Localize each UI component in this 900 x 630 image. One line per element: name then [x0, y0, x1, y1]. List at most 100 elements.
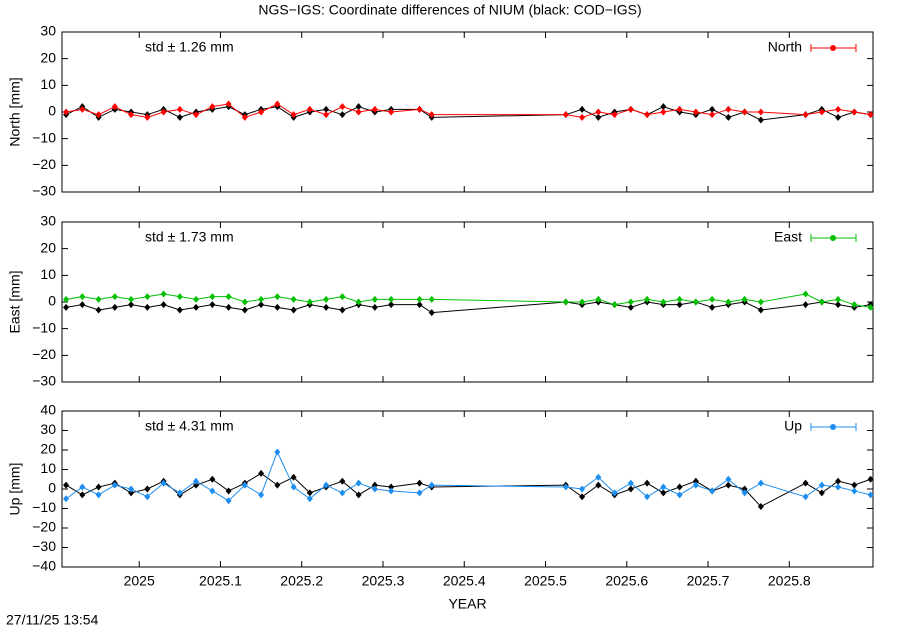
- y-tick-label: 40: [40, 402, 56, 418]
- data-point: [709, 295, 716, 303]
- data-point: [225, 497, 232, 505]
- data-point: [676, 295, 683, 303]
- data-point: [209, 301, 216, 309]
- data-point: [323, 105, 330, 113]
- data-point: [802, 290, 809, 298]
- data-point: [709, 487, 716, 495]
- data-point: [258, 295, 265, 303]
- y-tick-label: 0: [48, 293, 56, 309]
- series-line: [65, 450, 871, 502]
- data-point: [95, 491, 102, 499]
- data-point: [388, 301, 395, 309]
- data-point: [835, 295, 842, 303]
- data-point: [757, 503, 764, 511]
- y-tick-label: −20: [32, 346, 56, 362]
- data-point: [258, 301, 265, 309]
- data-point: [144, 113, 151, 121]
- y-axis-label: Up [mm]: [7, 463, 23, 516]
- data-point: [867, 475, 874, 483]
- data-point: [306, 105, 313, 113]
- y-tick-label: 20: [40, 239, 56, 255]
- data-point: [371, 485, 378, 493]
- data-point: [160, 479, 167, 487]
- data-point: [802, 479, 809, 487]
- data-point: [355, 298, 362, 306]
- y-tick-label: 30: [40, 421, 56, 437]
- data-point: [144, 303, 151, 311]
- y-tick-label: 30: [40, 23, 56, 39]
- data-point: [290, 483, 297, 491]
- data-point: [258, 491, 265, 499]
- std-annotation: std ± 1.26 mm: [145, 39, 234, 55]
- data-point: [323, 295, 330, 303]
- data-point: [111, 293, 118, 301]
- data-point: [725, 298, 732, 306]
- data-point: [388, 487, 395, 495]
- data-point: [676, 491, 683, 499]
- data-point: [867, 303, 874, 311]
- data-point: [428, 481, 435, 489]
- data-point: [660, 103, 667, 111]
- data-point: [562, 483, 569, 491]
- data-point: [306, 495, 313, 503]
- x-tick-label: 2025.2: [280, 573, 323, 589]
- legend-marker: [830, 424, 836, 430]
- data-point: [835, 477, 842, 485]
- data-point: [741, 485, 748, 493]
- data-point: [818, 298, 825, 306]
- x-tick-label: 2025.7: [687, 573, 730, 589]
- data-point: [209, 293, 216, 301]
- data-point: [128, 485, 135, 493]
- data-point: [95, 306, 102, 314]
- data-point: [741, 295, 748, 303]
- data-point: [757, 108, 764, 116]
- data-point: [851, 487, 858, 495]
- data-point: [627, 485, 634, 493]
- data-point: [725, 475, 732, 483]
- data-point: [371, 481, 378, 489]
- data-point: [725, 113, 732, 121]
- data-point: [725, 105, 732, 113]
- timestamp: 27/11/25 13:54: [6, 612, 99, 628]
- data-point: [63, 481, 70, 489]
- data-point: [111, 303, 118, 311]
- data-point: [660, 483, 667, 491]
- data-point: [611, 301, 618, 309]
- data-point: [241, 298, 248, 306]
- data-point: [274, 481, 281, 489]
- data-point: [225, 293, 232, 301]
- data-point: [95, 111, 102, 119]
- data-point: [851, 481, 858, 489]
- data-point: [323, 111, 330, 119]
- y-tick-label: 0: [48, 480, 56, 496]
- data-point: [355, 491, 362, 499]
- data-point: [579, 298, 586, 306]
- y-tick-label: −10: [32, 129, 56, 145]
- data-point: [416, 479, 423, 487]
- data-point: [644, 295, 651, 303]
- data-point: [128, 489, 135, 497]
- data-point: [209, 103, 216, 111]
- data-point: [835, 105, 842, 113]
- data-point: [676, 301, 683, 309]
- data-point: [692, 481, 699, 489]
- data-point: [95, 295, 102, 303]
- data-point: [835, 483, 842, 491]
- data-point: [225, 100, 232, 108]
- data-point: [144, 493, 151, 501]
- data-point: [225, 487, 232, 495]
- data-point: [176, 293, 183, 301]
- y-tick-label: 0: [48, 103, 56, 119]
- data-point: [193, 477, 200, 485]
- data-point: [428, 309, 435, 317]
- y-tick-label: −20: [32, 156, 56, 172]
- data-point: [579, 105, 586, 113]
- x-axis-label: YEAR: [448, 596, 486, 612]
- std-annotation: std ± 4.31 mm: [145, 418, 234, 434]
- data-point: [241, 306, 248, 314]
- data-point: [323, 481, 330, 489]
- y-tick-label: 10: [40, 460, 56, 476]
- data-point: [627, 303, 634, 311]
- data-point: [323, 303, 330, 311]
